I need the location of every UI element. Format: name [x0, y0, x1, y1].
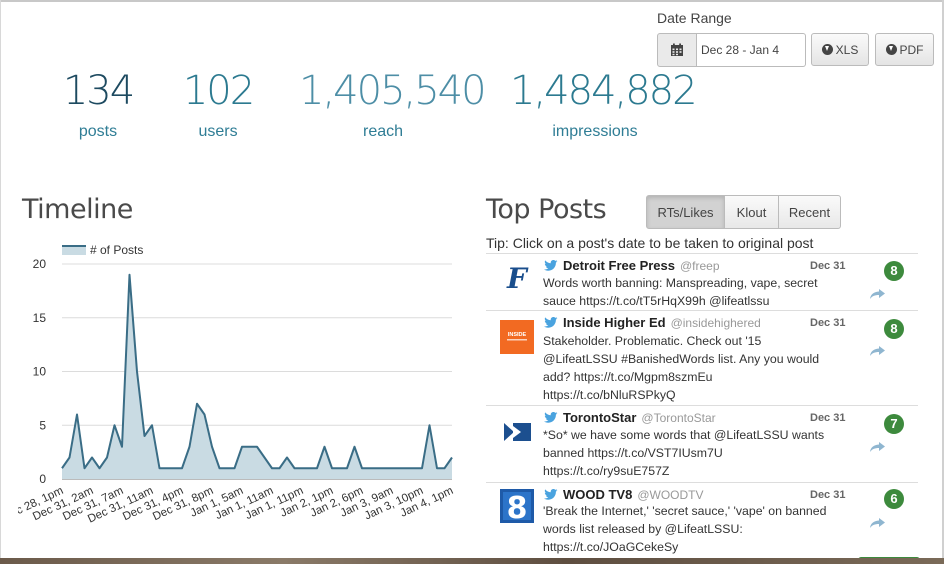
post-date-link[interactable]: Dec 31	[810, 260, 846, 272]
post-author-name[interactable]: WOOD TV8	[563, 487, 633, 502]
timeline-title: Timeline	[22, 194, 133, 225]
engagement-count-badge: 7	[884, 414, 904, 434]
tab-recent[interactable]: Recent	[778, 195, 841, 229]
export-xls-label: XLS	[835, 42, 859, 57]
top-posts-tip: Tip: Click on a post's date to be taken …	[486, 235, 814, 251]
top-posts-title: Top Posts	[486, 194, 607, 225]
date-range-label: Date Range	[657, 10, 732, 26]
chart-series-line	[61, 273, 453, 470]
retweet-share-icon[interactable]	[870, 289, 885, 299]
post-text-line: Words worth banning: Manspreading, vape,…	[543, 276, 818, 290]
post-text-line: words list released by @LifeatLSSU:	[543, 522, 743, 536]
window-left-border	[0, 0, 1, 564]
stat-posts-label: posts	[78, 123, 118, 140]
post-item: 8 WOOD TV8 @WOODTV Dec 31 'Break the Int…	[486, 482, 918, 558]
chart-y-tick-label: 10	[33, 365, 47, 379]
post-item: INSIDE Inside Higher Ed @insidehighered …	[486, 310, 918, 405]
logo-letter: F	[506, 262, 529, 295]
tab-klout[interactable]: Klout	[724, 195, 779, 229]
stat-posts: 134 posts	[57, 66, 139, 141]
post-author-handle[interactable]: @TorontoStar	[641, 410, 716, 425]
post-date-link[interactable]: Dec 31	[810, 489, 846, 501]
engagement-count-badge: 6	[884, 489, 904, 509]
twitter-bird-icon	[544, 317, 558, 328]
post-text: *So* we have some words that @LifeatLSSU…	[543, 426, 848, 480]
desktop-strip	[0, 558, 944, 564]
retweet-share-icon[interactable]	[870, 442, 885, 452]
post-item: TorontoStar @TorontoStar Dec 31 *So* we …	[486, 405, 918, 482]
chart-legend-swatch	[62, 246, 86, 255]
post-header: Inside Higher Ed @insidehighered	[544, 315, 761, 330]
post-author-name[interactable]: TorontoStar	[563, 410, 637, 425]
download-circle-icon	[821, 44, 833, 55]
inside-higher-ed-logo: INSIDE	[500, 320, 534, 354]
post-header: TorontoStar @TorontoStar	[544, 410, 716, 425]
post-author-handle[interactable]: @insidehighered	[670, 315, 761, 330]
retweet-share-icon[interactable]	[870, 518, 885, 528]
engagement-count-badge: 8	[884, 319, 904, 339]
post-text-line: 'Break the Internet,' 'secret sauce,' 'v…	[543, 504, 827, 518]
post-text-line: https://t.co/JOaGCekeSy	[543, 540, 679, 554]
post-date-link[interactable]: Dec 31	[810, 412, 846, 424]
stat-reach-value: 1,405,540	[299, 68, 487, 114]
calendar-icon	[671, 43, 683, 56]
post-date-link[interactable]: Dec 31	[810, 317, 846, 329]
post-text: Words worth banning: Manspreading, vape,…	[543, 274, 848, 310]
post-text-line: sauce https://t.co/tT5rHqX99h @lifeatlss…	[543, 294, 770, 308]
stat-impressions: 1,484,882 impressions	[510, 66, 698, 141]
toronto-star-logo	[500, 415, 534, 449]
stat-impressions-label: impressions	[552, 123, 638, 140]
post-text-line: https://t.co/bNluRSPkyQ	[543, 388, 676, 402]
post-author-handle[interactable]: @WOODTV	[637, 487, 704, 502]
post-author-name[interactable]: Inside Higher Ed	[563, 315, 666, 330]
stat-impressions-value: 1,484,882	[510, 68, 698, 114]
twitter-bird-icon	[544, 260, 558, 271]
chart-y-tick-label: 5	[39, 418, 46, 432]
stat-reach-label: reach	[362, 123, 404, 140]
post-text-line: https://t.co/ry9suE757Z	[543, 464, 670, 478]
stat-reach: 1,405,540 reach	[299, 66, 487, 141]
post-header: WOOD TV8 @WOODTV	[544, 487, 704, 502]
date-range-picker[interactable]	[657, 33, 806, 67]
stat-users-label: users	[198, 123, 238, 140]
chart-y-tick-label: 20	[33, 257, 47, 271]
wood-tv8-logo: 8	[500, 489, 534, 523]
date-range-input[interactable]	[697, 33, 806, 67]
stat-users: 102 users	[176, 66, 260, 141]
twitter-bird-icon	[544, 412, 558, 423]
download-circle-icon	[885, 44, 897, 55]
post-text: Stakeholder. Problematic. Check out '15 …	[543, 332, 848, 404]
post-item: F Detroit Free Press @freep Dec 31 Words…	[486, 253, 918, 311]
top-posts-tabs: RTs/Likes Klout Recent	[646, 195, 841, 229]
tab-rts-likes[interactable]: RTs/Likes	[646, 195, 725, 229]
stat-posts-value: 134	[62, 68, 135, 114]
stat-users-value: 102	[182, 68, 255, 114]
post-text-line: @LifeatLSSU #BanishedWords list. Any you…	[543, 352, 820, 366]
chart-y-tick-label: 0	[39, 472, 46, 486]
post-text-line: Stakeholder. Problematic. Check out '15	[543, 334, 762, 348]
chart-y-tick-label: 15	[33, 311, 47, 325]
detroit-free-press-logo: F	[500, 261, 534, 295]
post-author-handle[interactable]: @freep	[680, 258, 720, 273]
export-pdf-button[interactable]: PDF	[875, 33, 934, 66]
window-top-border	[0, 0, 944, 2]
logo-digit: 8	[507, 491, 528, 523]
post-text-line: banned https://t.co/VST7IUsm7U	[543, 446, 723, 460]
twitter-bird-icon	[544, 489, 558, 500]
calendar-button[interactable]	[657, 33, 697, 67]
export-pdf-label: PDF	[899, 42, 924, 57]
post-author-name[interactable]: Detroit Free Press	[563, 258, 675, 273]
engagement-count-badge: 8	[884, 261, 904, 281]
post-text-line: *So* we have some words that @LifeatLSSU…	[543, 428, 825, 442]
logo-text: INSIDE	[508, 332, 527, 338]
post-text-line: add? https://t.co/Mgpm8szmEu	[543, 370, 713, 384]
export-xls-button[interactable]: XLS	[811, 33, 869, 66]
post-header: Detroit Free Press @freep	[544, 258, 720, 273]
chart-legend-label: # of Posts	[90, 243, 143, 257]
window-right-border	[942, 0, 944, 564]
post-text: 'Break the Internet,' 'secret sauce,' 'v…	[543, 502, 848, 556]
retweet-share-icon[interactable]	[870, 346, 885, 356]
